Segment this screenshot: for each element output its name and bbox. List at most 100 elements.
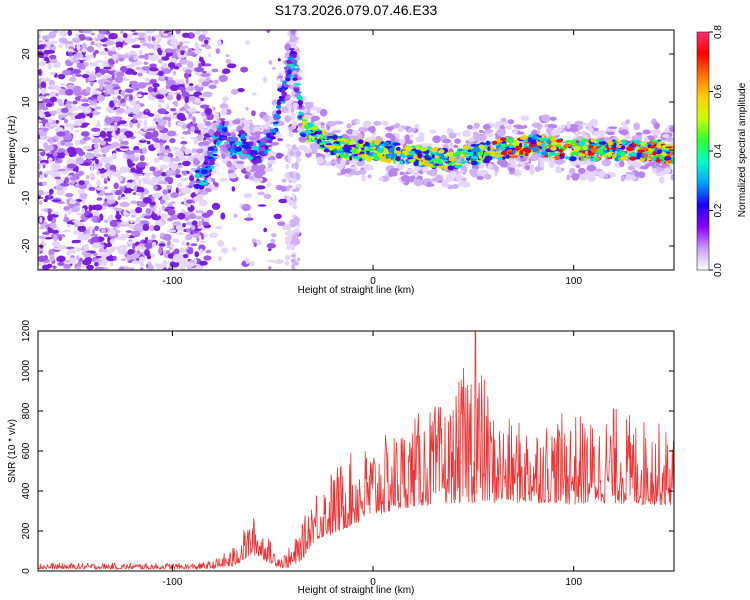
heatmap-cell xyxy=(55,227,60,231)
heatmap-cell xyxy=(343,139,348,143)
heatmap-cell xyxy=(128,121,134,128)
heatmap-cell xyxy=(76,255,80,261)
heatmap-cell xyxy=(105,195,115,201)
heatmap-cell xyxy=(104,162,111,169)
heatmap-cell xyxy=(214,182,219,188)
heatmap-cell xyxy=(218,255,223,262)
heatmap-cell xyxy=(41,35,51,41)
heatmap-cell xyxy=(409,175,416,180)
heatmap-cell xyxy=(81,122,90,126)
heatmap-cell xyxy=(165,79,176,86)
colorbar-ticks: 0.0 0.2 0.4 0.6 0.8 xyxy=(709,25,724,277)
heatmap-cell xyxy=(607,151,613,158)
heatmap-cell xyxy=(181,240,186,247)
heatmap-cell xyxy=(143,119,148,127)
heatmap-cell xyxy=(91,215,98,223)
heatmap-cell xyxy=(84,252,92,259)
heatmap-cell xyxy=(367,156,372,160)
heatmap-cell xyxy=(607,140,613,146)
heatmap-cell xyxy=(121,196,129,200)
heatmap-cell xyxy=(320,122,325,126)
heatmap-cell xyxy=(49,222,57,229)
heatmap-cell xyxy=(58,244,67,250)
heatmap-cell xyxy=(117,134,127,140)
heatmap-cell xyxy=(426,170,435,176)
heatmap-cell xyxy=(90,165,94,172)
heatmap-cell xyxy=(285,163,290,169)
heatmap-cell xyxy=(87,45,95,53)
heatmap-cell xyxy=(233,144,237,149)
heatmap-cell xyxy=(220,136,227,140)
heatmap-cell xyxy=(471,155,477,159)
heatmap-cell xyxy=(303,124,309,129)
heatmap-cell xyxy=(560,124,566,129)
heatmap-cell xyxy=(137,130,144,135)
heatmap-cell xyxy=(292,261,300,266)
heatmap-cell xyxy=(346,129,355,135)
heatmap-cell xyxy=(175,174,182,179)
heatmap-cell xyxy=(93,98,98,102)
heatmap-cell xyxy=(619,160,625,168)
heatmap-cell xyxy=(161,62,168,67)
heatmap-cell xyxy=(200,169,209,175)
heatmap-cell xyxy=(582,145,589,151)
heatmap-cell xyxy=(291,59,298,63)
heatmap-cell xyxy=(653,122,660,130)
heatmap-cell xyxy=(255,185,266,190)
heatmap-cell xyxy=(91,32,95,36)
heatmap-cell xyxy=(109,159,113,163)
heatmap-cell xyxy=(408,158,415,163)
heatmap-cell xyxy=(288,199,293,207)
heatmap-cell xyxy=(501,143,508,148)
heatmap-cell xyxy=(209,158,216,162)
heatmap-cell xyxy=(64,103,72,108)
heatmap-cell xyxy=(215,48,221,54)
heatmap-cell xyxy=(304,129,312,135)
heatmap-cell xyxy=(208,232,218,239)
heatmap-cell xyxy=(301,134,307,138)
heatmap-cell xyxy=(120,102,127,107)
heatmap-cell xyxy=(226,138,232,142)
heatmap-cell xyxy=(275,104,282,109)
heatmap-cell xyxy=(470,170,478,178)
heatmap-cell xyxy=(200,73,211,77)
heatmap-cell xyxy=(117,196,121,201)
heatmap-cell xyxy=(86,54,94,59)
heatmap-cell xyxy=(56,155,65,159)
spectrogram-xlabel: Height of straight line (km) xyxy=(298,285,415,296)
heatmap-cell xyxy=(356,158,360,161)
colorbar-tick-label: 0.6 xyxy=(713,84,724,98)
snr-ytick-label: 1000 xyxy=(21,359,32,382)
heatmap-cell xyxy=(72,239,82,244)
heatmap-cell xyxy=(324,161,332,167)
heatmap-cell xyxy=(91,204,98,211)
heatmap-cell xyxy=(188,83,194,87)
heatmap-cell xyxy=(100,156,111,164)
heatmap-cell xyxy=(129,267,135,270)
heatmap-cell xyxy=(124,187,132,192)
heatmap-cell xyxy=(265,132,271,137)
heatmap-cell xyxy=(568,124,579,128)
heatmap-cell xyxy=(112,96,118,100)
heatmap-cell xyxy=(66,250,71,256)
heatmap-cell xyxy=(513,155,519,158)
heatmap-cell xyxy=(315,152,322,158)
heatmap-cell xyxy=(203,162,209,165)
heatmap-cell xyxy=(263,149,268,155)
heatmap-cell xyxy=(38,155,42,163)
heatmap-cell xyxy=(62,229,72,233)
heatmap-cell xyxy=(50,83,54,91)
heatmap-cell xyxy=(119,201,130,208)
heatmap-cell xyxy=(128,240,134,246)
heatmap-cell xyxy=(316,156,324,165)
heatmap-cell xyxy=(175,30,181,35)
heatmap-cell xyxy=(185,261,195,268)
heatmap-cell xyxy=(165,250,171,255)
heatmap-cell xyxy=(67,209,72,215)
heatmap-cell xyxy=(584,159,593,165)
heatmap-cell xyxy=(196,148,204,154)
heatmap-cell xyxy=(153,43,158,51)
heatmap-cell xyxy=(292,68,300,71)
heatmap-cell xyxy=(155,94,165,100)
heatmap-cell xyxy=(290,177,298,184)
